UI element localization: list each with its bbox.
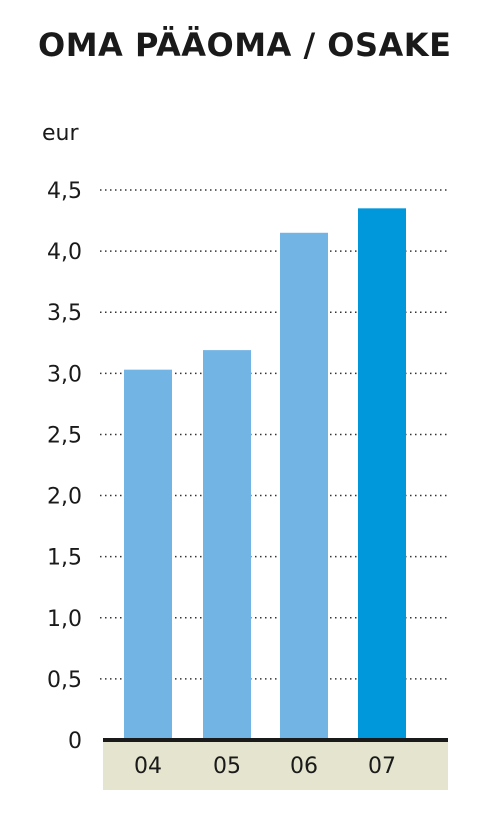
bar-06 bbox=[280, 232, 328, 740]
y-tick-label: 2,5 bbox=[47, 423, 82, 448]
y-axis-ticks: 0 0,5 1,0 1,5 2,0 2,5 3,0 3,5 4,0 4,5 bbox=[47, 179, 82, 754]
y-tick-label: 4,5 bbox=[47, 179, 82, 204]
bar-04 bbox=[124, 369, 172, 740]
y-tick-label: 1,5 bbox=[47, 546, 82, 571]
bar-07 bbox=[358, 208, 406, 741]
y-tick-label: 3,0 bbox=[47, 362, 82, 387]
y-tick-label: 4,0 bbox=[47, 240, 82, 265]
bars bbox=[124, 208, 406, 741]
y-tick-label: 0,5 bbox=[47, 668, 82, 693]
x-category-label: 06 bbox=[290, 754, 318, 779]
x-category-label: 04 bbox=[134, 754, 162, 779]
y-tick-label: 3,5 bbox=[47, 301, 82, 326]
y-tick-label: 2,0 bbox=[47, 485, 82, 510]
y-tick-label: 1,0 bbox=[47, 607, 82, 632]
bar-05 bbox=[203, 350, 251, 740]
x-axis-band bbox=[103, 740, 448, 790]
y-axis-unit-label: eur bbox=[42, 121, 79, 146]
x-category-label: 05 bbox=[213, 754, 241, 779]
y-tick-label: 0 bbox=[68, 729, 82, 754]
chart-title: OMA PÄÄOMA / OSAKE bbox=[38, 26, 452, 64]
x-category-label: 07 bbox=[368, 754, 396, 779]
x-axis-categories: 04 05 06 07 bbox=[134, 754, 396, 779]
